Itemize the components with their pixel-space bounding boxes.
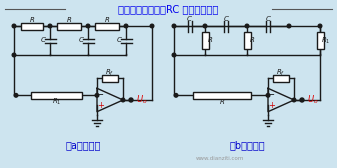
Circle shape (12, 24, 16, 28)
Circle shape (292, 98, 296, 102)
Text: −: − (97, 90, 103, 99)
Circle shape (174, 94, 178, 97)
Text: R: R (67, 17, 71, 24)
Circle shape (95, 94, 99, 97)
Text: −: − (268, 90, 275, 99)
Bar (316, 32, 324, 49)
Circle shape (266, 94, 270, 97)
Circle shape (48, 24, 52, 28)
Text: +: + (268, 101, 275, 110)
Circle shape (203, 24, 207, 28)
Circle shape (12, 53, 16, 57)
Bar (31, 92, 83, 99)
Text: www.dianziti.com: www.dianziti.com (196, 156, 244, 160)
Circle shape (318, 24, 322, 28)
Text: C: C (79, 37, 84, 44)
Text: R: R (220, 99, 224, 105)
Text: C: C (40, 37, 45, 44)
Bar (244, 32, 250, 49)
Text: C: C (223, 16, 228, 22)
Circle shape (172, 24, 176, 28)
Text: $R_1$: $R_1$ (52, 97, 61, 107)
Bar (273, 74, 289, 81)
Text: C: C (117, 37, 121, 44)
Bar (95, 23, 119, 30)
Bar (202, 32, 209, 49)
Text: R: R (250, 37, 255, 44)
Bar (58, 23, 81, 30)
Text: 运算放大器组成的RC 相移振荡电路: 运算放大器组成的RC 相移振荡电路 (118, 4, 218, 14)
Circle shape (245, 24, 249, 28)
Circle shape (287, 24, 291, 28)
Bar (21, 23, 43, 30)
Text: （a）滞后型: （a）滞后型 (65, 140, 101, 150)
Text: R: R (104, 17, 110, 24)
Circle shape (14, 94, 18, 97)
Text: R: R (30, 17, 34, 24)
Text: $R_f$: $R_f$ (105, 67, 115, 78)
Text: （b）超前型: （b）超前型 (229, 140, 265, 150)
Circle shape (172, 53, 176, 57)
Text: $U_o$: $U_o$ (307, 94, 318, 106)
Circle shape (86, 24, 90, 28)
Text: +: + (97, 101, 103, 110)
Bar (192, 92, 251, 99)
Text: R: R (208, 37, 213, 44)
Text: $R_f$: $R_f$ (276, 67, 285, 78)
Text: C: C (187, 16, 192, 22)
Bar (102, 74, 118, 81)
Circle shape (121, 98, 125, 102)
Text: $R_1$: $R_1$ (321, 35, 330, 46)
Text: $U_o$: $U_o$ (136, 94, 148, 106)
Circle shape (300, 98, 304, 102)
Circle shape (150, 24, 154, 28)
Text: C: C (266, 16, 270, 22)
Circle shape (129, 98, 133, 102)
Circle shape (124, 24, 128, 28)
